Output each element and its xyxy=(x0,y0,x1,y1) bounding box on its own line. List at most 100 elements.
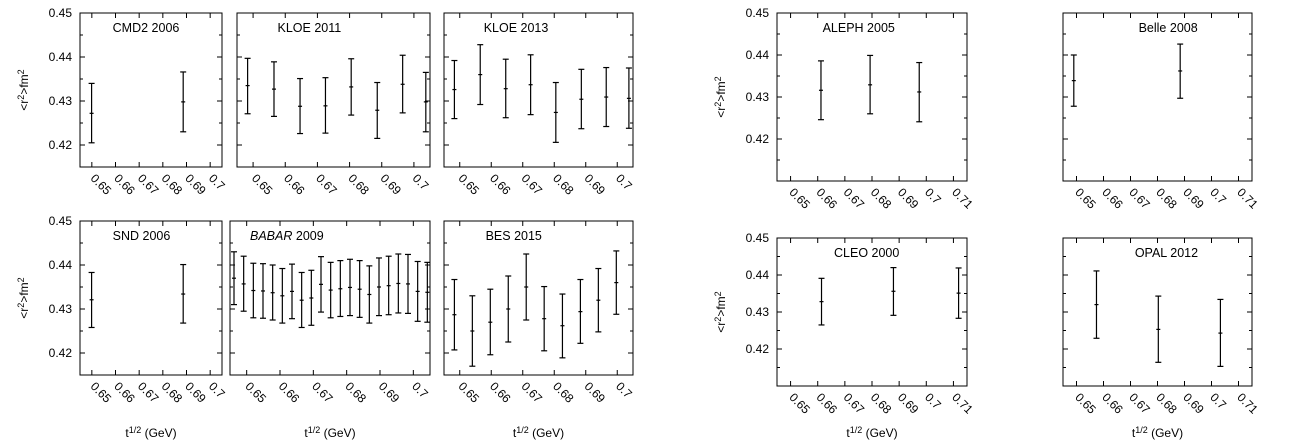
data-point xyxy=(1093,270,1100,339)
chart-panel: BES 2015 0.65 0.66 0.67 0.68 0.69 0.7 t1/2 (GeV… xyxy=(443,220,635,440)
x-tick-label: 0.71 xyxy=(1234,185,1261,212)
data-point xyxy=(356,260,363,318)
x-tick-label: 0.67 xyxy=(313,171,340,198)
data-point xyxy=(88,82,95,144)
chart-title: KLOE 2011 xyxy=(278,21,342,35)
chart-panel: BABAR 2009 0.65 0.66 0.67 0.68 0.69 0.7 t1/2 (G… xyxy=(229,220,431,440)
x-tick-label: 0.69 xyxy=(582,171,609,198)
data-point xyxy=(1217,298,1224,367)
x-tick-label: 0.65 xyxy=(249,171,276,198)
x-tick-label: 0.7 xyxy=(409,379,431,401)
plot-frame xyxy=(79,12,223,168)
data-point xyxy=(348,58,355,116)
x-tick-label: 0.68 xyxy=(159,379,186,406)
data-point xyxy=(337,260,344,318)
x-tick-label: 0.66 xyxy=(814,390,841,417)
data-point xyxy=(502,58,509,119)
data-point xyxy=(88,271,95,329)
y-axis-label: <r2>fm2 xyxy=(16,69,31,110)
data-point xyxy=(523,253,530,321)
data-point xyxy=(308,269,315,326)
x-axis-label: t1/2 (GeV) xyxy=(125,425,176,440)
data-point xyxy=(270,61,277,118)
data-point xyxy=(298,271,305,329)
data-point xyxy=(505,275,512,343)
data-point xyxy=(395,253,402,314)
x-tick-label: 0.69 xyxy=(182,171,209,198)
data-point xyxy=(916,61,923,123)
y-tick-label: 0.43 xyxy=(746,305,770,319)
x-tick-label: 0.7 xyxy=(206,171,228,193)
y-tick-label: 0.43 xyxy=(746,90,770,104)
y-axis-label: <r2>fm2 xyxy=(713,76,728,117)
chart-title: CMD2 2006 xyxy=(113,21,180,35)
y-tick-label: 0.44 xyxy=(49,50,73,64)
plot-frame xyxy=(776,12,968,182)
plot-frame xyxy=(776,237,968,387)
chart-panel: OPAL 2012 0.65 0.66 0.67 0.68 0.69 0.7 0.71 t1/2… xyxy=(1062,237,1261,440)
x-tick-label: 0.67 xyxy=(309,379,336,406)
data-point xyxy=(376,257,382,317)
chart-panel: KLOE 2013 0.65 0.66 0.67 0.68 0.69 0.7 xyxy=(443,12,635,198)
x-tick-label: 0.66 xyxy=(111,379,138,406)
x-tick-label: 0.68 xyxy=(550,171,577,198)
data-point xyxy=(487,288,494,356)
data-point xyxy=(366,265,373,324)
data-point xyxy=(297,77,304,135)
x-tick-label: 0.66 xyxy=(814,185,841,212)
data-point xyxy=(527,54,534,116)
chart-title: CLEO 2000 xyxy=(834,246,899,260)
plot-frame xyxy=(79,220,223,376)
y-tick-label: 0.45 xyxy=(49,6,73,20)
x-tick-label: 0.67 xyxy=(1126,390,1153,417)
y-tick-label: 0.42 xyxy=(49,138,73,152)
plot-frame xyxy=(236,12,431,168)
chart-panel: CMD2 2006 0.650.660.670.680.690.7 0.42 0.43… xyxy=(16,6,228,198)
chart-title: BABAR 2009 xyxy=(250,229,324,243)
x-tick-label: 0.68 xyxy=(1153,185,1180,212)
data-point xyxy=(595,267,602,333)
x-tick-label: 0.65 xyxy=(88,171,115,198)
data-point xyxy=(559,293,566,359)
y-tick-label: 0.43 xyxy=(49,94,73,108)
data-point xyxy=(818,277,825,326)
x-tick-label: 0.7 xyxy=(613,171,635,193)
y-tick-label: 0.44 xyxy=(746,48,770,62)
data-point xyxy=(613,250,620,315)
data-point xyxy=(955,267,962,319)
plot-frame xyxy=(443,12,634,168)
data-point xyxy=(469,295,476,367)
data-point xyxy=(250,262,257,319)
plot-frame xyxy=(1062,237,1253,387)
data-point xyxy=(1155,295,1162,363)
data-point xyxy=(405,253,411,314)
x-axis-label: t1/2 (GeV) xyxy=(304,425,355,440)
y-axis-label: <r2>fm2 xyxy=(16,277,31,318)
chart-panel: ALEPH 2005 0.65 0.66 0.67 0.68 0.69 0.7 0.71 0.4… xyxy=(713,6,976,212)
data-point xyxy=(890,267,897,316)
x-tick-label: 0.65 xyxy=(1072,185,1099,212)
data-point xyxy=(424,261,431,323)
data-point xyxy=(1177,43,1184,99)
x-tick-label: 0.65 xyxy=(243,379,270,406)
x-tick-label: 0.67 xyxy=(1126,185,1153,212)
x-tick-label: 0.69 xyxy=(378,171,405,198)
x-tick-label: 0.65 xyxy=(456,171,483,198)
chart-title: ALEPH 2005 xyxy=(823,21,895,35)
x-tick-label: 0.68 xyxy=(343,379,370,406)
data-point xyxy=(289,263,295,320)
x-tick-label: 0.66 xyxy=(1099,185,1126,212)
y-tick-label: 0.42 xyxy=(746,342,770,356)
x-tick-label: 0.67 xyxy=(841,185,868,212)
x-tick-label: 0.68 xyxy=(1153,390,1180,417)
x-tick-label: 0.71 xyxy=(1234,390,1261,417)
x-tick-label: 0.65 xyxy=(88,379,115,406)
x-tick-label: 0.66 xyxy=(487,171,514,198)
data-point xyxy=(327,261,334,319)
data-point xyxy=(422,71,429,133)
data-point xyxy=(578,68,585,130)
x-tick-label: 0.69 xyxy=(582,379,609,406)
x-tick-label: 0.68 xyxy=(868,390,895,417)
y-tick-label: 0.45 xyxy=(746,6,770,20)
data-point xyxy=(577,278,584,344)
